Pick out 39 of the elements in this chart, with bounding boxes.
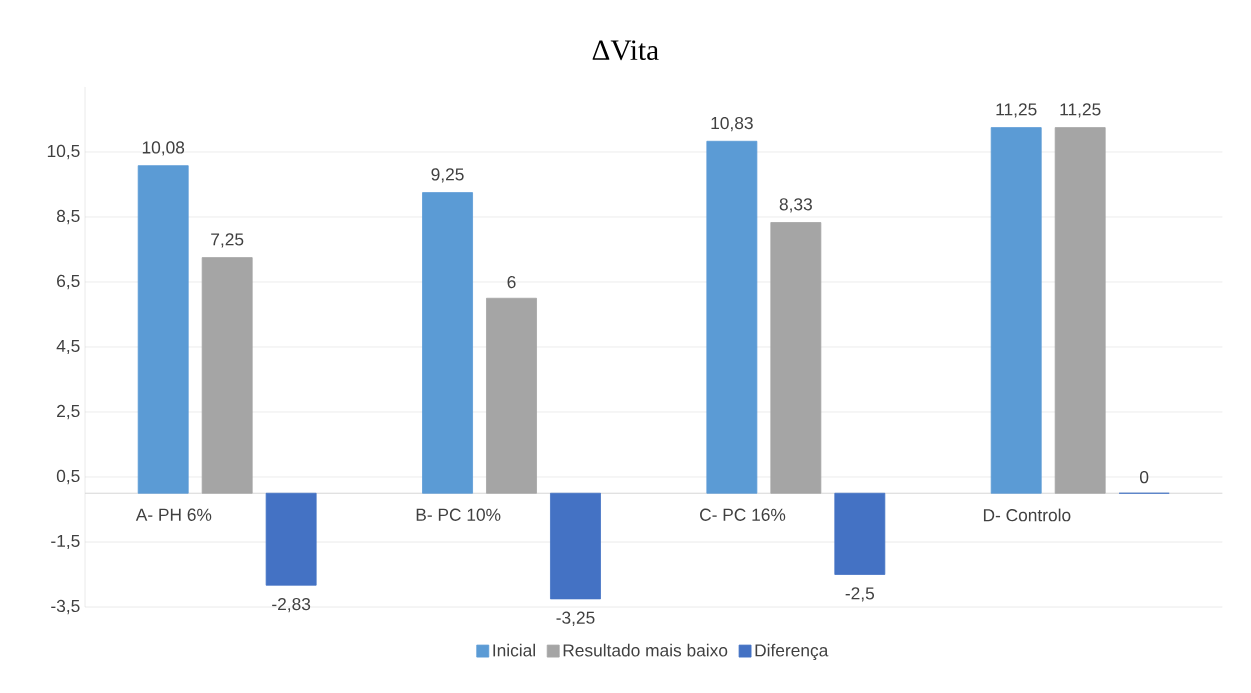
x-tick-label: C- PC 16% xyxy=(700,508,786,521)
legend-label: Resultado mais baixo xyxy=(563,643,728,657)
bar xyxy=(990,127,1042,494)
x-tick-label: B- PC 10% xyxy=(416,508,501,521)
data-label: 8,33 xyxy=(779,198,812,213)
data-label: 6 xyxy=(507,275,516,289)
data-label: -3,25 xyxy=(556,611,595,626)
data-label: 10,08 xyxy=(142,141,185,156)
bar xyxy=(486,297,537,494)
y-tick-label: 0,5 xyxy=(56,469,80,485)
data-label: -2,5 xyxy=(845,587,875,602)
bar xyxy=(834,492,886,575)
x-tick-label: A- PH 6% xyxy=(135,508,212,521)
bar xyxy=(770,222,822,494)
legend-label: Diferença xyxy=(755,643,829,661)
legend-label: Inicial xyxy=(493,643,535,657)
y-tick-label: 8,5 xyxy=(56,209,80,225)
bar xyxy=(550,492,601,600)
y-tick-label: 6,5 xyxy=(57,274,80,290)
bar xyxy=(422,192,473,494)
y-tick-label: 2,5 xyxy=(57,404,80,420)
data-label: 7,25 xyxy=(211,233,244,248)
y-tick-label: 10,5 xyxy=(47,144,80,160)
y-tick-label: -1,5 xyxy=(51,534,80,550)
data-label: 9,25 xyxy=(431,168,464,183)
y-tick-label: 4,5 xyxy=(56,339,80,355)
y-tick-label: -3,5 xyxy=(51,599,80,615)
bar xyxy=(1054,127,1106,494)
bar xyxy=(137,165,189,494)
data-label: 11,25 xyxy=(996,103,1037,118)
chart-title: ΔVita xyxy=(592,40,659,61)
data-label: -2,83 xyxy=(272,597,311,613)
bar xyxy=(201,257,253,494)
bar xyxy=(265,492,317,586)
data-label: 10,83 xyxy=(711,116,753,132)
data-label: 11,25 xyxy=(1060,103,1101,118)
bar xyxy=(706,140,758,494)
data-label: 0 xyxy=(1140,470,1149,484)
x-tick-label: D- Controlo xyxy=(983,508,1071,522)
